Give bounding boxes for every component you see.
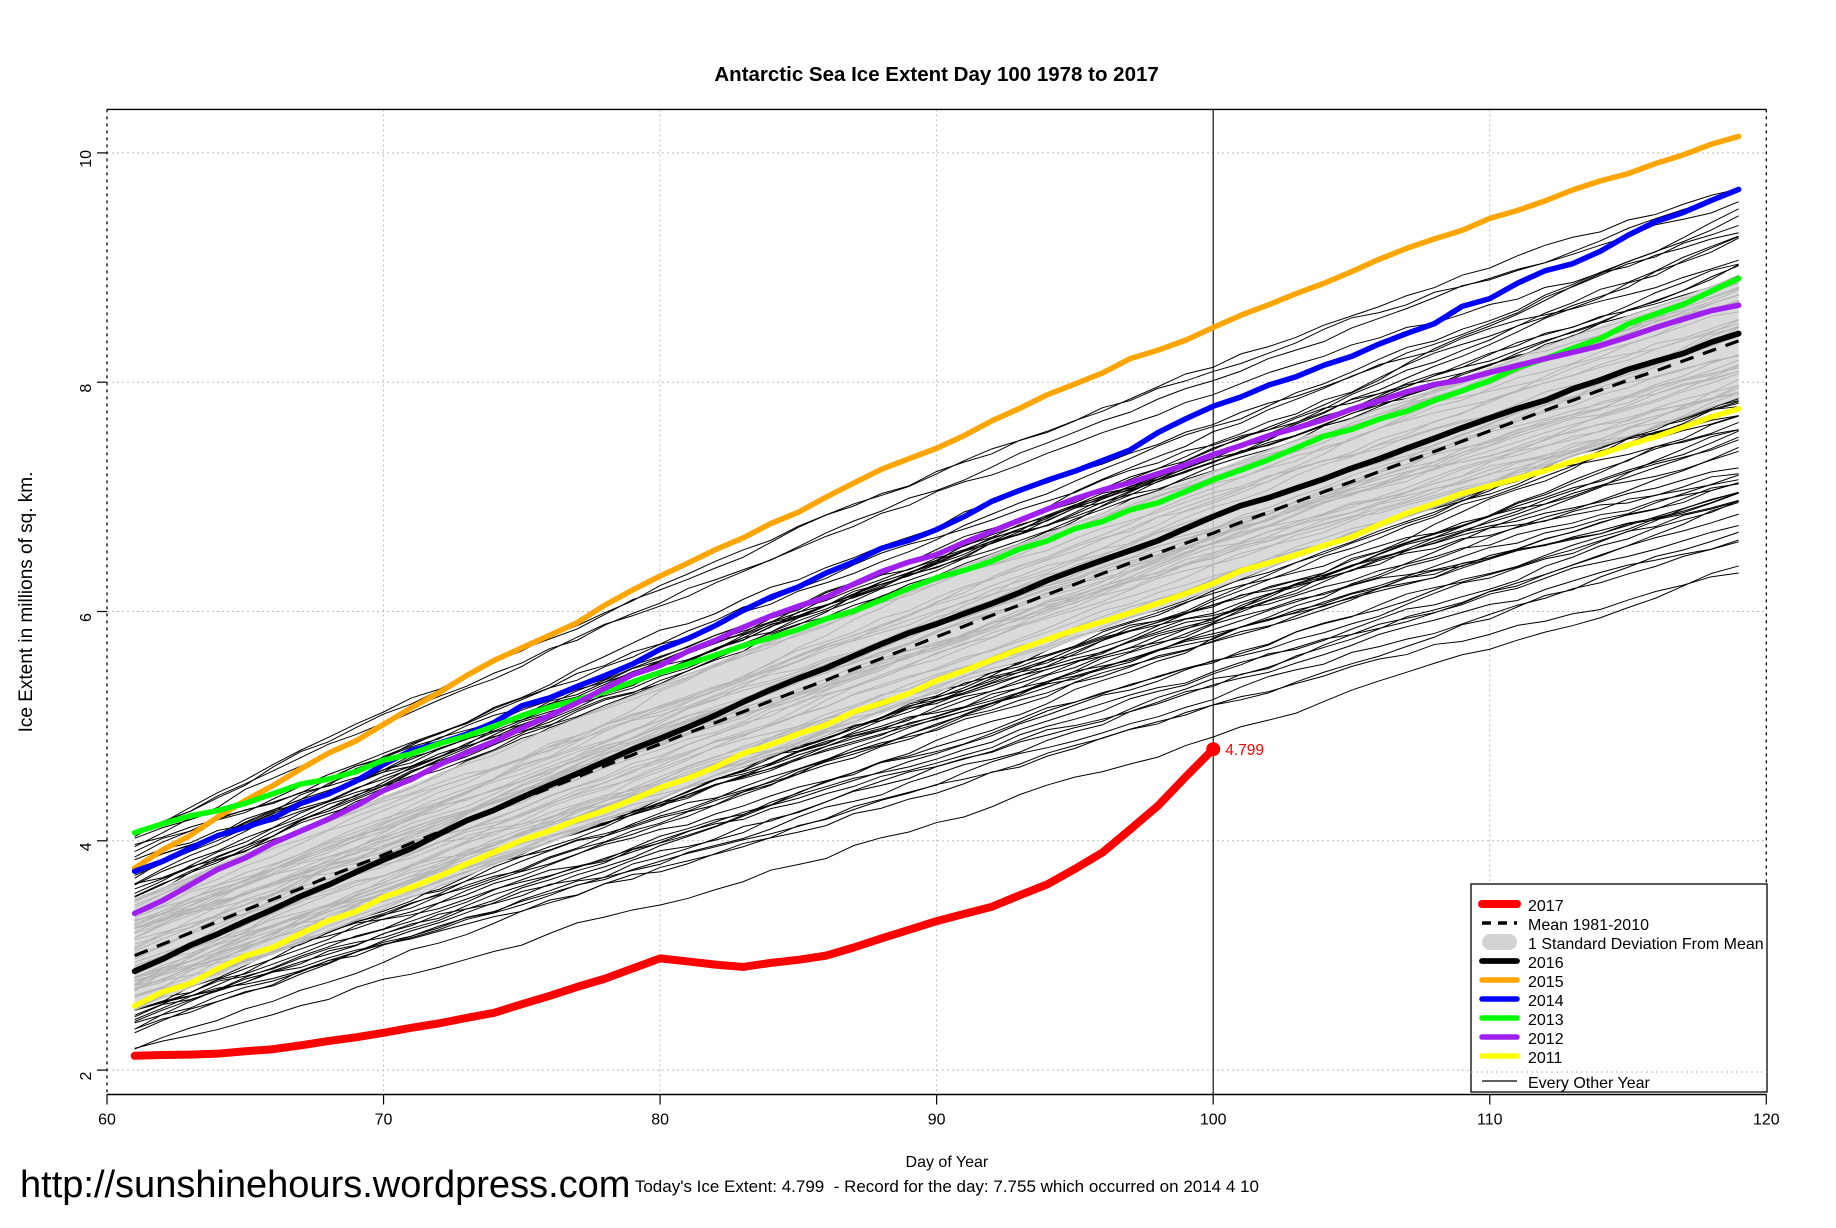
- svg-text:2017: 2017: [1528, 898, 1564, 915]
- svg-text:110: 110: [1477, 1112, 1503, 1129]
- svg-text:1 Standard Deviation From Mean: 1 Standard Deviation From Mean: [1528, 936, 1764, 953]
- svg-text:2011: 2011: [1528, 1050, 1563, 1067]
- svg-text:80: 80: [651, 1112, 669, 1129]
- svg-text:70: 70: [375, 1112, 393, 1129]
- svg-text:4: 4: [78, 842, 95, 851]
- svg-text:2015: 2015: [1528, 974, 1564, 991]
- svg-text:90: 90: [928, 1112, 946, 1129]
- svg-text:Ice Extent in millions of sq.: Ice Extent in millions of sq. km.: [16, 472, 37, 733]
- svg-text:120: 120: [1753, 1112, 1780, 1129]
- svg-text:6: 6: [78, 613, 95, 622]
- svg-text:2012: 2012: [1528, 1031, 1564, 1048]
- svg-text:100: 100: [1200, 1112, 1227, 1129]
- svg-text:2: 2: [78, 1072, 95, 1081]
- svg-text:10: 10: [78, 150, 95, 168]
- svg-text:8: 8: [78, 384, 95, 393]
- svg-text:Mean 1981-2010: Mean 1981-2010: [1528, 917, 1649, 934]
- svg-text:2013: 2013: [1528, 1012, 1564, 1029]
- svg-text:2014: 2014: [1528, 993, 1564, 1010]
- svg-text:Antarctic Sea Ice Extent Day 1: Antarctic Sea Ice Extent Day 100 1978 to…: [714, 63, 1158, 86]
- svg-text:http://sunshinehours.wordpress: http://sunshinehours.wordpress.com: [20, 1164, 630, 1206]
- svg-text:2016: 2016: [1528, 955, 1564, 972]
- svg-text:Every Other Year: Every Other Year: [1528, 1075, 1651, 1092]
- svg-text:60: 60: [98, 1112, 116, 1129]
- svg-text:4.799: 4.799: [1225, 742, 1264, 759]
- svg-text:Today's Ice Extent: 4.799 - R: Today's Ice Extent: 4.799 - Record for t…: [635, 1177, 1259, 1196]
- svg-text:Day of Year: Day of Year: [906, 1154, 989, 1171]
